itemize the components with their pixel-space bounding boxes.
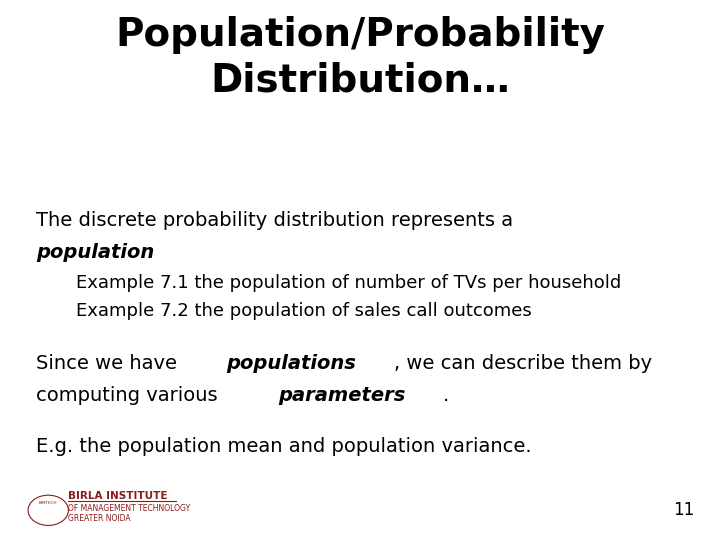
Text: parameters: parameters — [279, 386, 406, 405]
Text: .: . — [443, 386, 449, 405]
Text: E.g. the population mean and population variance.: E.g. the population mean and population … — [36, 437, 531, 456]
Text: GREATER NOIDA: GREATER NOIDA — [68, 514, 131, 523]
Text: computing various: computing various — [36, 386, 224, 405]
Text: , we can describe them by: , we can describe them by — [394, 354, 652, 373]
Text: populations: populations — [226, 354, 356, 373]
Text: 11: 11 — [673, 502, 695, 519]
Text: Since we have: Since we have — [36, 354, 184, 373]
Text: The discrete probability distribution represents a: The discrete probability distribution re… — [36, 211, 513, 229]
Text: population: population — [36, 243, 154, 262]
Text: Example 7.2 the population of sales call outcomes: Example 7.2 the population of sales call… — [76, 302, 531, 320]
Text: BIRLA INSTITUTE: BIRLA INSTITUTE — [68, 491, 168, 501]
Text: Example 7.1 the population of number of TVs per household: Example 7.1 the population of number of … — [76, 274, 621, 292]
Text: BIMTECH: BIMTECH — [39, 501, 58, 505]
Text: OF MANAGEMENT TECHNOLOGY: OF MANAGEMENT TECHNOLOGY — [68, 504, 191, 513]
Text: Population/Probability
Distribution…: Population/Probability Distribution… — [115, 16, 605, 100]
